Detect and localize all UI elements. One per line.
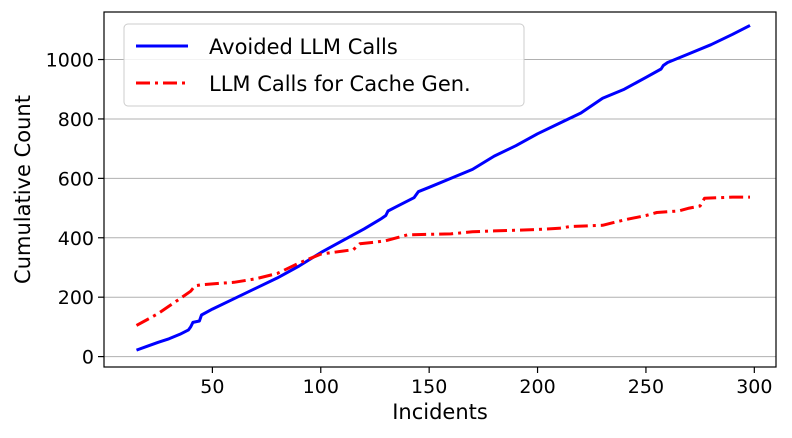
y-tick-label-800: 800 bbox=[58, 109, 94, 131]
series-lines bbox=[135, 24, 751, 352]
x-tick-label-300: 300 bbox=[736, 376, 772, 398]
series-line-1 bbox=[135, 195, 750, 327]
legend-label-llm-calls-for-cache-gen: LLM Calls for Cache Gen. bbox=[209, 72, 471, 96]
plot-frame bbox=[103, 11, 777, 368]
series-line-0 bbox=[135, 24, 751, 352]
y-tick-label-0: 0 bbox=[82, 347, 94, 369]
y-tick-label-200: 200 bbox=[58, 287, 94, 309]
x-tick-label-100: 100 bbox=[303, 376, 339, 398]
y-tick-label-600: 600 bbox=[58, 168, 94, 190]
x-tick-label-150: 150 bbox=[411, 376, 447, 398]
y-tick-label-400: 400 bbox=[58, 228, 94, 250]
axis-ticks: 0 200 400 600 800 1000 50 100 150 200 250 300 bbox=[46, 50, 773, 398]
legend-box bbox=[123, 23, 525, 107]
y-tick-label-1000: 1000 bbox=[46, 50, 94, 72]
x-tick-label-200: 200 bbox=[519, 376, 555, 398]
x-axis-title: Incidents bbox=[392, 400, 488, 424]
x-tick-label-250: 250 bbox=[628, 376, 664, 398]
legend-label-avoided-llm-calls: Avoided LLM Calls bbox=[209, 35, 398, 59]
x-tick-label-50: 50 bbox=[200, 376, 224, 398]
legend: Avoided LLM Calls LLM Calls for Cache Ge… bbox=[123, 23, 525, 107]
y-axis-title: Cumulative Count bbox=[11, 95, 35, 284]
